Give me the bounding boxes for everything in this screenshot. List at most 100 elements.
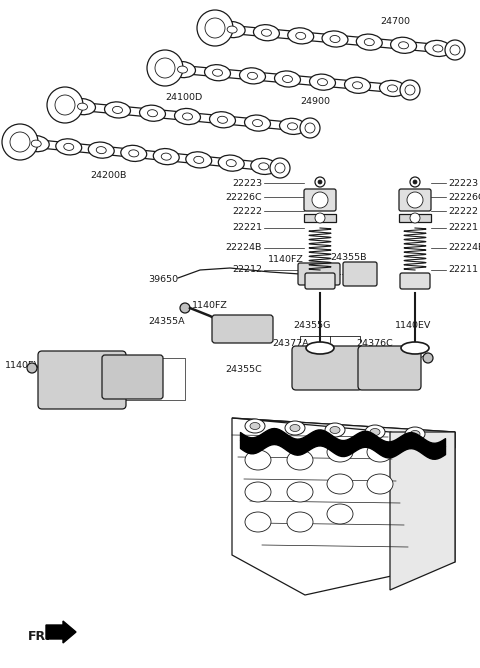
Ellipse shape — [194, 156, 204, 164]
Ellipse shape — [186, 152, 212, 168]
Ellipse shape — [219, 21, 245, 37]
Text: 39650: 39650 — [148, 275, 178, 285]
Ellipse shape — [251, 158, 276, 174]
Ellipse shape — [283, 75, 292, 83]
Text: 24377A: 24377A — [125, 367, 162, 377]
Ellipse shape — [96, 146, 106, 154]
Ellipse shape — [300, 118, 320, 138]
Ellipse shape — [425, 40, 451, 57]
Ellipse shape — [450, 45, 460, 55]
Ellipse shape — [112, 106, 122, 114]
Ellipse shape — [64, 144, 74, 150]
FancyBboxPatch shape — [304, 214, 336, 222]
Ellipse shape — [327, 504, 353, 524]
Ellipse shape — [345, 77, 371, 94]
Ellipse shape — [288, 28, 314, 44]
Ellipse shape — [253, 25, 279, 41]
Ellipse shape — [121, 146, 147, 162]
Ellipse shape — [248, 72, 257, 79]
Text: 1140EV: 1140EV — [5, 361, 41, 369]
Ellipse shape — [387, 85, 397, 92]
Ellipse shape — [180, 303, 190, 313]
Ellipse shape — [161, 153, 171, 160]
Text: 1140EV: 1140EV — [395, 321, 432, 331]
Ellipse shape — [410, 430, 420, 438]
Text: 22223: 22223 — [232, 178, 262, 188]
FancyBboxPatch shape — [399, 214, 431, 222]
Ellipse shape — [245, 450, 271, 470]
FancyBboxPatch shape — [399, 189, 431, 211]
Ellipse shape — [227, 26, 237, 33]
Ellipse shape — [398, 42, 408, 49]
Text: 24376C: 24376C — [356, 339, 393, 349]
FancyBboxPatch shape — [305, 273, 335, 289]
FancyBboxPatch shape — [212, 315, 273, 343]
FancyBboxPatch shape — [298, 263, 340, 285]
Text: 22226C: 22226C — [448, 192, 480, 202]
Ellipse shape — [356, 34, 382, 50]
FancyBboxPatch shape — [102, 355, 163, 399]
FancyBboxPatch shape — [358, 346, 421, 390]
FancyBboxPatch shape — [304, 189, 336, 211]
Ellipse shape — [410, 213, 420, 223]
Ellipse shape — [140, 105, 166, 122]
Text: 22224B: 22224B — [448, 244, 480, 253]
Ellipse shape — [155, 58, 175, 78]
Ellipse shape — [252, 120, 263, 127]
Text: 1140FZ: 1140FZ — [192, 301, 228, 309]
Ellipse shape — [27, 363, 37, 373]
Polygon shape — [232, 418, 455, 595]
Ellipse shape — [312, 192, 328, 208]
Ellipse shape — [405, 427, 425, 441]
Ellipse shape — [296, 32, 306, 39]
Ellipse shape — [325, 423, 345, 437]
FancyBboxPatch shape — [400, 273, 430, 289]
Ellipse shape — [367, 474, 393, 494]
Ellipse shape — [290, 424, 300, 432]
Ellipse shape — [287, 512, 313, 532]
Ellipse shape — [405, 85, 415, 95]
Text: 24900: 24900 — [300, 98, 330, 106]
Polygon shape — [20, 138, 280, 172]
Ellipse shape — [205, 18, 225, 38]
Ellipse shape — [262, 29, 271, 36]
Ellipse shape — [380, 80, 406, 96]
Ellipse shape — [288, 123, 298, 130]
Ellipse shape — [169, 61, 195, 77]
Ellipse shape — [275, 163, 285, 173]
Ellipse shape — [367, 442, 393, 462]
Ellipse shape — [315, 213, 325, 223]
Polygon shape — [232, 418, 455, 448]
Ellipse shape — [24, 136, 49, 152]
Text: 22222: 22222 — [448, 206, 478, 216]
Ellipse shape — [315, 177, 325, 187]
Ellipse shape — [352, 81, 362, 89]
Text: 24355A: 24355A — [148, 317, 185, 327]
Ellipse shape — [204, 65, 230, 81]
Polygon shape — [65, 101, 311, 132]
Text: 1140FZ: 1140FZ — [268, 255, 304, 265]
Polygon shape — [165, 64, 410, 94]
Ellipse shape — [245, 419, 265, 433]
Text: 22226C: 22226C — [226, 192, 262, 202]
Ellipse shape — [31, 140, 41, 147]
Ellipse shape — [318, 180, 322, 184]
Text: 24700: 24700 — [380, 17, 410, 27]
Ellipse shape — [433, 45, 443, 52]
Ellipse shape — [88, 142, 114, 158]
Text: 22212: 22212 — [232, 265, 262, 275]
Ellipse shape — [70, 99, 96, 115]
Ellipse shape — [279, 118, 305, 134]
Text: 24100D: 24100D — [165, 94, 202, 102]
Ellipse shape — [47, 87, 83, 123]
Ellipse shape — [77, 103, 87, 110]
Ellipse shape — [423, 353, 433, 363]
Polygon shape — [46, 621, 76, 643]
Ellipse shape — [210, 112, 236, 128]
Ellipse shape — [245, 512, 271, 532]
Ellipse shape — [175, 108, 201, 124]
Text: 22222: 22222 — [232, 206, 262, 216]
Ellipse shape — [218, 155, 244, 171]
Ellipse shape — [129, 150, 139, 157]
Ellipse shape — [213, 69, 223, 76]
